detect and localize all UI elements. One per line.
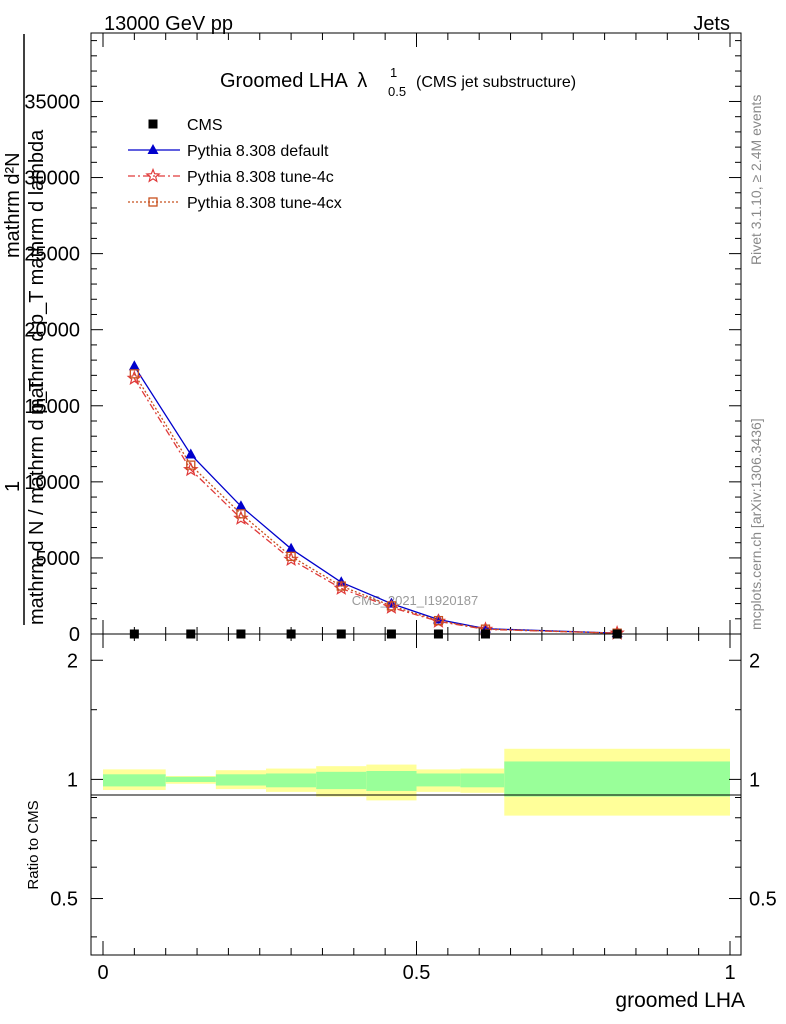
main-ylabel: 1 mathrm d²N mathrm d N / mathrm d p_T m…	[2, 34, 48, 625]
ratio-ytick-label-right: 2	[749, 650, 760, 672]
main-ytick-label: 10000	[24, 472, 80, 494]
ratio-band-inner	[504, 761, 730, 797]
legend-marker	[145, 167, 161, 183]
main-ytick-label: 30000	[24, 168, 80, 190]
ratio-band-inner	[103, 774, 166, 787]
legend-item: Pythia 8.308 tune-4cx	[128, 195, 342, 212]
ratio-band-inner	[460, 773, 505, 788]
main-ytick-label: 35000	[24, 91, 80, 113]
main-ytick-label: 25000	[24, 244, 80, 266]
header-left: 13000 GeV pp	[104, 13, 233, 35]
main-ytick-label: 5000	[36, 548, 81, 570]
header-right: Jets	[693, 13, 730, 35]
ratio-band-inner	[416, 773, 461, 787]
ratio-band-inner	[316, 771, 367, 790]
legend-marker	[147, 144, 159, 154]
ratio-ytick-label: 2	[67, 650, 78, 672]
series-line	[133, 378, 618, 634]
data-point	[433, 615, 444, 626]
data-point	[185, 448, 197, 459]
ylabel-bottom: mathrm d p_T mathrm d lambda	[26, 129, 48, 415]
data-point	[128, 360, 140, 371]
data-point	[386, 601, 397, 611]
data-point	[236, 509, 246, 519]
data-point	[285, 542, 297, 553]
legend-marker	[148, 119, 158, 129]
ratio-ytick-label-right: 1	[749, 769, 760, 791]
main-xticks	[102, 33, 731, 634]
ratio-ylabel: Ratio to CMS	[25, 800, 42, 889]
ylabel-top: mathrm d²N	[2, 152, 24, 258]
main-ytick-label: 0	[69, 624, 80, 646]
chart-title-text: Groomed LHA	[220, 70, 348, 92]
ratio-ytick-label-right: 0.5	[749, 889, 777, 911]
data-point	[286, 551, 296, 562]
data-point	[129, 369, 140, 379]
series-line	[133, 373, 618, 634]
data-point	[432, 613, 444, 624]
ratio-xticks: 0 0.5 1	[97, 634, 736, 984]
legend-marker	[148, 197, 158, 207]
svg-text:Groomed LHA λ: Groomed LHA λ	[220, 70, 367, 92]
main-series	[126, 360, 625, 640]
chart-title: Groomed LHA λ 1 0.5 (CMS jet substructur…	[220, 65, 576, 99]
ratio-ytick-label: 0.5	[50, 889, 78, 911]
ratio-band-inner	[366, 771, 417, 791]
data-point	[336, 581, 346, 591]
data-point	[283, 551, 299, 567]
main-ytick-label: 20000	[24, 320, 80, 342]
ylabel-norm: mathrm d N / mathrm d p_T	[26, 379, 48, 625]
series-open-square	[129, 369, 622, 638]
data-point	[186, 460, 196, 470]
legend-item: Pythia 8.308 tune-4c	[128, 167, 334, 186]
rivet-label: Rivet 3.1.10, ≥ 2.4M events	[748, 95, 764, 265]
ratio-xtick-label: 1	[724, 962, 735, 984]
main-plot: 0 5000 10000 15000 20000 25000 30000 35000 CMS_…	[24, 32, 742, 646]
legend: CMS Pythia 8.308 default Pythia 8.308 tune…	[128, 117, 342, 212]
legend-item: Pythia 8.308 default	[128, 143, 329, 160]
xlabel: groomed LHA	[615, 989, 745, 1012]
ratio-plot: 0.5 0.51 12 2 0 0.5 1 Ratio to CMS groomed LH…	[25, 633, 777, 1012]
legend-label: CMS	[187, 117, 223, 134]
legend-label: Pythia 8.308 tune-4cx	[187, 195, 342, 212]
ratio-band-inner	[165, 776, 216, 782]
ratio-ytick-label: 1	[67, 769, 78, 791]
data-point	[235, 500, 247, 511]
chart-title-symbol: λ	[357, 70, 367, 92]
legend-label: Pythia 8.308 tune-4c	[187, 169, 334, 186]
legend-label: Pythia 8.308 default	[187, 143, 329, 160]
main-ytick-label: 15000	[24, 396, 80, 418]
ratio-xtick-label: 0.5	[403, 962, 431, 984]
watermark: CMS_2021_I1920187	[352, 593, 479, 608]
main-yticks: 0 5000 10000 15000 20000 25000 30000 35000	[24, 40, 741, 646]
chart-title-sub: 0.5	[388, 84, 406, 99]
ratio-band-inner	[266, 773, 317, 788]
ratio-yticks: 0.5 0.5 1 1 2 2	[50, 650, 777, 938]
legend-item: CMS	[148, 117, 223, 134]
ratio-band-inner	[215, 774, 267, 786]
chart-subtitle: (CMS jet substructure)	[416, 74, 576, 91]
mcplots-label: mcplots.cern.ch [arXiv:1306.3436]	[748, 418, 764, 630]
ratio-xtick-label: 0	[97, 962, 108, 984]
chart-title-sup: 1	[390, 65, 397, 80]
ylabel-prefix: 1	[2, 481, 24, 492]
data-point	[183, 461, 199, 477]
ratio-bands	[103, 748, 730, 816]
